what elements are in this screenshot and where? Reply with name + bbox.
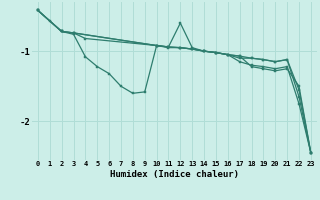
X-axis label: Humidex (Indice chaleur): Humidex (Indice chaleur) (110, 170, 239, 179)
